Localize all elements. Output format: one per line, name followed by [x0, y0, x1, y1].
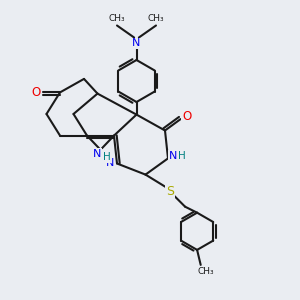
Text: H: H	[103, 152, 111, 162]
Text: CH₃: CH₃	[198, 267, 214, 276]
Text: H: H	[178, 151, 185, 161]
Text: N: N	[169, 151, 178, 161]
Text: N: N	[132, 38, 141, 49]
Text: N: N	[106, 158, 115, 169]
Text: CH₃: CH₃	[148, 14, 164, 23]
Text: N: N	[93, 148, 101, 159]
Text: O: O	[32, 86, 40, 99]
Text: O: O	[182, 110, 191, 123]
Text: CH₃: CH₃	[109, 14, 125, 23]
Text: S: S	[167, 185, 174, 198]
